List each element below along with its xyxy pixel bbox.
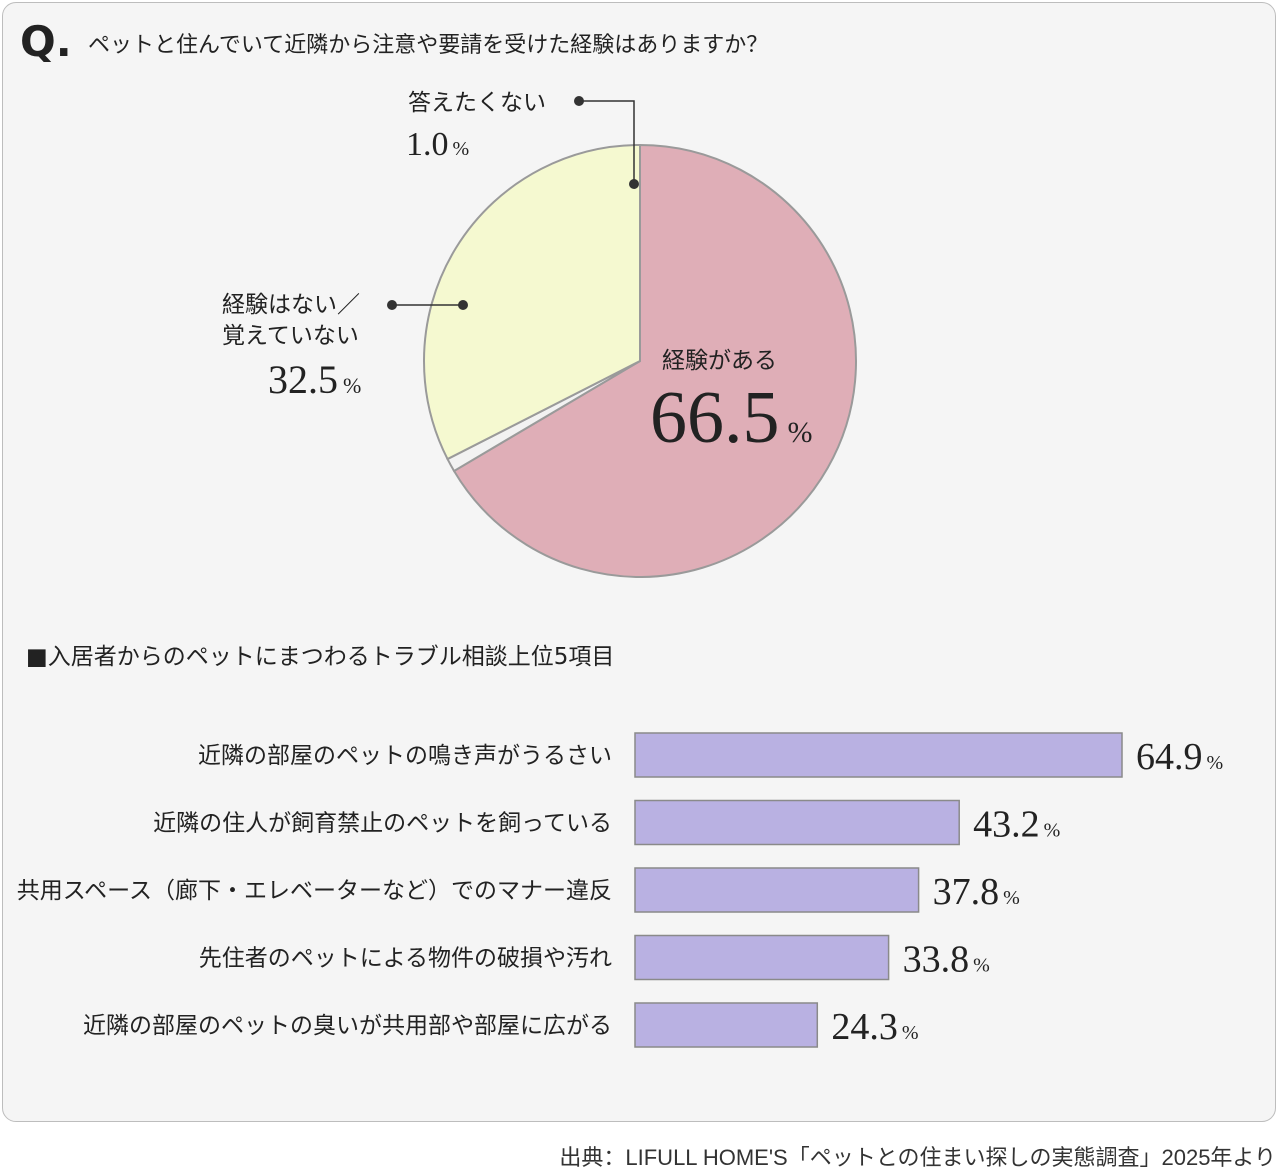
leader-line-no-answer xyxy=(574,96,639,189)
bar-value-label: 37.8% xyxy=(933,871,1020,913)
pie-label-no-experience-line1: 経験はない／ xyxy=(222,292,360,318)
pie-value-no-experience: 32.5% xyxy=(268,357,361,402)
bar-category-label: 近隣の部屋のペットの鳴き声がうるさい xyxy=(198,743,612,769)
question-title: ペットと住んでいて近隣から注意や要請を受けた経験はありますか？ xyxy=(88,33,768,58)
bar-value-label: 64.9% xyxy=(1136,736,1223,778)
question-mark: Q. xyxy=(20,17,72,66)
bar xyxy=(634,1002,819,1048)
chart-canvas: Q. ペットと住んでいて近隣から注意や要請を受けた経験はありますか？ 経験がある… xyxy=(17,17,1223,1048)
bar xyxy=(634,867,920,913)
bar xyxy=(634,799,960,846)
source-note: 出典：LIFULL HOME'S「ペットとの住まい探しの実態調査」2025年より xyxy=(559,1145,1276,1170)
pie-label-experienced: 経験がある xyxy=(662,348,777,374)
pie-slice-experienced xyxy=(452,143,857,578)
pie-chart xyxy=(423,143,857,578)
bar-category-label: 近隣の住人が飼育禁止のペットを飼っている xyxy=(153,811,612,837)
bar-value-label: 33.8% xyxy=(903,939,990,981)
bar-category-label: 先住者のペットによる物件の破損や汚れ xyxy=(199,946,612,972)
bar-section-title: ■入居者からのペットにまつわるトラブル相談上位5項目 xyxy=(26,644,614,670)
pie-slice-no-experience xyxy=(423,143,641,461)
leader-line-no-experience xyxy=(387,300,468,310)
bar xyxy=(634,732,1123,778)
bar-category-label: 共用スペース（廊下・エレベーターなど）でのマナー違反 xyxy=(17,878,612,904)
bar-value-label: 43.2% xyxy=(973,804,1060,846)
pie-value-experienced: 66.5% xyxy=(650,377,813,459)
bar-category-label: 近隣の部屋のペットの臭いが共用部や部屋に広がる xyxy=(83,1013,612,1039)
bar-value-label: 24.3% xyxy=(831,1006,918,1048)
bar xyxy=(634,934,890,981)
pie-value-no-answer: 1.0% xyxy=(406,126,469,163)
pie-label-no-answer: 答えたくない xyxy=(408,90,546,116)
pie-label-no-experience-line2: 覚えていない xyxy=(222,323,359,349)
bar-chart: 近隣の部屋のペットの鳴き声がうるさい 64.9 % 近隣の住人が飼育禁止のペットを飼っ… xyxy=(17,732,1223,1048)
